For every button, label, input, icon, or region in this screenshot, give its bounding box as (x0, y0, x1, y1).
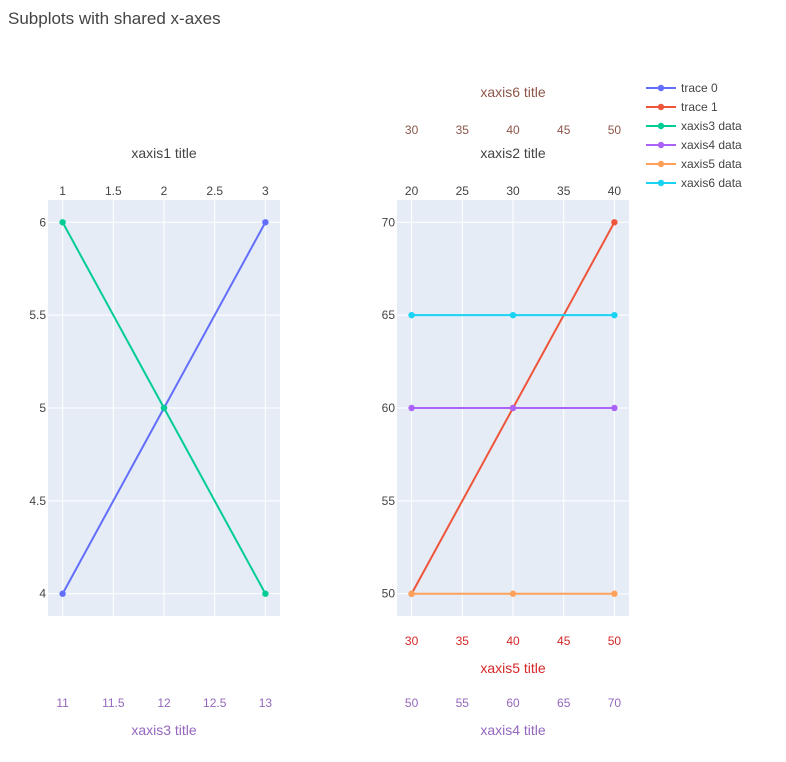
y-tick-label: 4 (39, 587, 46, 601)
xaxis1-title: xaxis1 title (131, 145, 197, 161)
y-tick-label: 50 (382, 587, 396, 601)
xaxis3-tick-label: 13 (259, 696, 273, 710)
data-point-trace-0 (59, 590, 66, 597)
legend-swatch-marker (657, 103, 665, 111)
xaxis5-tick-label: 30 (405, 634, 419, 648)
legend-item-xaxis3-data[interactable]: xaxis3 data (646, 119, 742, 133)
xaxis6-tick-label: 45 (557, 123, 571, 137)
y-tick-label: 6 (39, 215, 46, 229)
data-point-trace-0 (262, 219, 269, 226)
data-point-xaxis4-data (509, 404, 517, 412)
right-subplot: 50 55 60 65 70 20 25 30 35 40 xaxis2 title 30 35 40 45… (382, 84, 629, 738)
xaxis1-tick-label: 1 (59, 184, 66, 198)
legend-item-xaxis4-data[interactable]: xaxis4 data (646, 138, 742, 152)
y-tick-label: 60 (382, 401, 396, 415)
xaxis2-tick-label: 30 (506, 184, 520, 198)
y-tick-label: 70 (382, 215, 396, 229)
legend-label: xaxis4 data (681, 138, 742, 152)
xaxis3-tick-label: 11.5 (102, 696, 125, 710)
xaxis2-title: xaxis2 title (480, 145, 546, 161)
xaxis5-tick-label: 45 (557, 634, 571, 648)
xaxis2-tick-label: 20 (405, 184, 419, 198)
legend: trace 0 trace 1 xaxis3 data xaxis4 data xaxi… (646, 81, 742, 190)
legend-label: trace 1 (681, 100, 718, 114)
xaxis3-tick-label: 11 (56, 696, 69, 710)
xaxis5-tick-label: 50 (608, 634, 622, 648)
legend-label: xaxis3 data (681, 119, 742, 133)
legend-label: trace 0 (681, 81, 718, 95)
xaxis2-tick-label: 25 (456, 184, 470, 198)
data-point-xaxis3-data (160, 404, 168, 412)
xaxis4-title: xaxis4 title (480, 722, 546, 738)
xaxis4-tick-label: 50 (405, 696, 419, 710)
xaxis1-tick-label: 1.5 (105, 184, 122, 198)
xaxis1-tick-label: 3 (262, 184, 269, 198)
data-point-xaxis4-data (611, 404, 618, 412)
data-point-xaxis3-data (262, 590, 269, 597)
y-tick-label: 4.5 (29, 494, 46, 508)
legend-swatch-marker (657, 84, 665, 92)
xaxis6-tick-label: 50 (608, 123, 622, 137)
y-tick-label: 55 (382, 494, 396, 508)
legend-item-trace-1[interactable]: trace 1 (646, 100, 718, 114)
y-tick-label: 5 (39, 401, 46, 415)
xaxis5-title: xaxis5 title (480, 660, 546, 676)
xaxis2-tick-label: 40 (608, 184, 622, 198)
xaxis4-tick-label: 65 (557, 696, 571, 710)
legend-item-xaxis6-data[interactable]: xaxis6 data (646, 176, 742, 190)
y-tick-label: 65 (382, 308, 396, 322)
xaxis1-tick-label: 2 (161, 184, 168, 198)
data-point-xaxis6-data (509, 311, 517, 319)
y-tick-label: 5.5 (29, 308, 46, 322)
data-point-xaxis5-data (509, 590, 517, 597)
xaxis6-tick-label: 40 (506, 123, 520, 137)
xaxis3-tick-label: 12.5 (203, 696, 227, 710)
legend-item-trace-0[interactable]: trace 0 (646, 81, 718, 95)
legend-swatch-marker (657, 122, 665, 130)
xaxis1-tick-label: 2.5 (206, 184, 223, 198)
legend-swatch-marker (657, 141, 665, 149)
legend-swatch-marker (657, 179, 665, 187)
xaxis4-tick-label: 70 (608, 696, 622, 710)
data-point-xaxis4-data (408, 404, 415, 412)
xaxis6-title: xaxis6 title (480, 84, 546, 100)
data-point-xaxis5-data (408, 590, 415, 597)
xaxis3-title: xaxis3 title (131, 722, 197, 738)
xaxis5-tick-label: 35 (456, 634, 470, 648)
xaxis4-tick-label: 55 (456, 696, 470, 710)
data-point-xaxis6-data (611, 311, 618, 319)
xaxis6-tick-label: 30 (405, 123, 419, 137)
legend-label: xaxis5 data (681, 157, 742, 171)
xaxis4-tick-label: 60 (506, 696, 520, 710)
legend-item-xaxis5-data[interactable]: xaxis5 data (646, 157, 742, 171)
data-point-xaxis6-data (408, 311, 415, 319)
xaxis5-tick-label: 40 (506, 634, 520, 648)
xaxis2-tick-label: 35 (557, 184, 571, 198)
legend-label: xaxis6 data (681, 176, 742, 190)
data-point-xaxis3-data (59, 219, 66, 226)
figure-title: Subplots with shared x-axes (8, 9, 221, 28)
xaxis6-tick-label: 35 (456, 123, 470, 137)
data-point-trace-1 (611, 219, 618, 226)
data-point-xaxis5-data (611, 590, 618, 597)
legend-swatch-marker (657, 160, 665, 168)
xaxis3-tick-label: 12 (157, 696, 171, 710)
